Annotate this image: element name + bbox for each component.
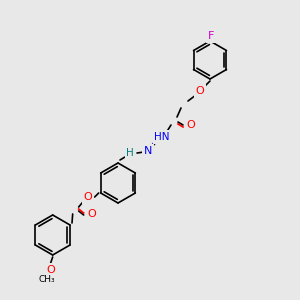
Text: O: O [196, 86, 204, 96]
Text: CH₃: CH₃ [38, 275, 55, 284]
Text: O: O [187, 120, 195, 130]
Text: O: O [83, 192, 92, 202]
Text: O: O [46, 265, 55, 275]
Text: N: N [144, 146, 152, 156]
Text: H: H [126, 148, 134, 158]
Text: F: F [208, 31, 214, 41]
Text: HN: HN [154, 132, 170, 142]
Text: O: O [87, 209, 96, 219]
